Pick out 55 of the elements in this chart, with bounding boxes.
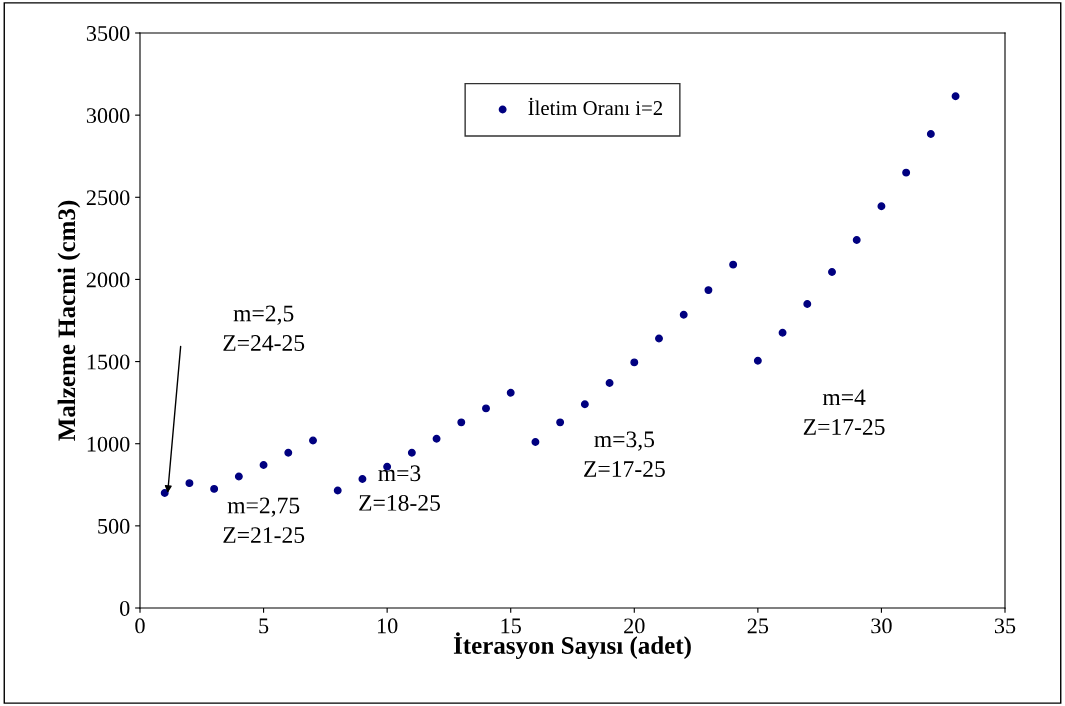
point <box>803 300 812 309</box>
point <box>210 484 219 493</box>
annotation: m=4 Z=17-25 <box>803 389 885 435</box>
x-tick-label: 20 <box>624 618 645 634</box>
point <box>284 448 293 457</box>
point <box>333 486 342 495</box>
annotation: m=3 Z=18-25 <box>359 465 440 511</box>
point <box>679 310 688 319</box>
y-tick-label: 2500 <box>86 190 130 206</box>
point <box>852 236 861 244</box>
x-tick-label: 0 <box>135 618 145 634</box>
point <box>926 130 935 138</box>
y-axis-title: Malzeme Hacmi (cm3) <box>57 200 81 441</box>
point <box>259 461 268 470</box>
point <box>828 268 836 276</box>
point <box>506 388 515 397</box>
point <box>432 434 441 443</box>
y-tick-label: 3500 <box>86 25 130 41</box>
annotation: m=3,5 Z=17-25 <box>584 431 665 477</box>
point <box>234 472 243 481</box>
point <box>704 286 713 295</box>
legend-label: İletim Oranı i=2 <box>528 97 663 116</box>
point <box>778 328 787 337</box>
point <box>655 334 663 343</box>
point <box>951 92 960 101</box>
point <box>630 358 639 367</box>
y-tick-label: 1500 <box>87 354 130 370</box>
annotation: m=2,75 Z=21-25 <box>223 497 305 544</box>
x-tick-label: 15 <box>501 618 521 634</box>
x-tick-label: 30 <box>871 618 892 634</box>
point <box>309 436 317 445</box>
x-tick-label: 35 <box>994 618 1016 634</box>
x-tick-label: 25 <box>747 618 769 634</box>
point <box>482 404 490 413</box>
y-tick-label: 3000 <box>86 108 130 124</box>
point <box>605 378 614 387</box>
point <box>407 448 416 457</box>
y-tick-label: 0 <box>120 600 130 616</box>
y-tick-label: 1000 <box>87 436 130 452</box>
point <box>753 356 762 365</box>
point <box>358 475 367 483</box>
point <box>531 438 540 447</box>
y-tick-label: 2000 <box>86 272 130 288</box>
point <box>580 400 589 409</box>
point <box>556 418 565 427</box>
x-tick-label: 10 <box>377 618 398 634</box>
point <box>160 489 169 497</box>
point <box>877 202 886 211</box>
annotation: m=2,5 Z=24-25 <box>223 305 305 351</box>
point <box>185 479 194 488</box>
y-tick-label: 500 <box>98 518 130 534</box>
point <box>902 168 911 177</box>
point <box>457 418 466 427</box>
x-tick-label: 5 <box>259 618 269 634</box>
point <box>729 260 738 269</box>
